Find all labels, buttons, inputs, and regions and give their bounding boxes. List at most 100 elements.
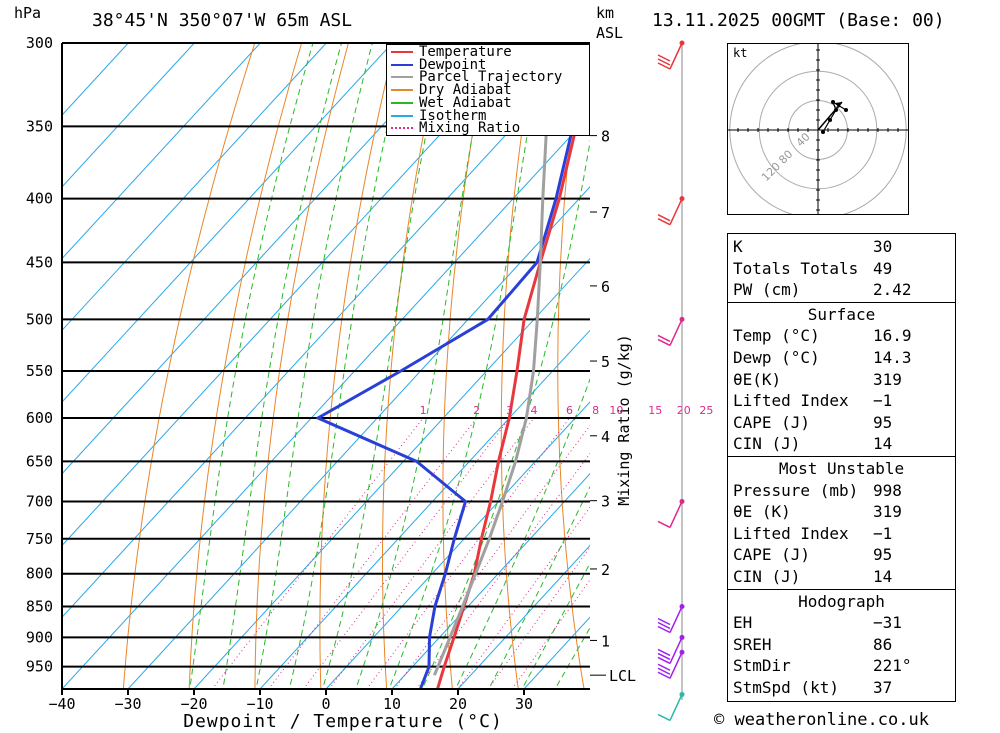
hodograph-ring-label: 80: [776, 148, 795, 167]
index-value: 14: [873, 434, 893, 454]
isotherm-line: [62, 43, 525, 547]
index-row: CAPE (J) 95: [733, 544, 950, 565]
pressure-tick-label: 400: [26, 190, 53, 208]
wet-adiabat: [255, 43, 373, 689]
isotherm-line: [62, 43, 129, 116]
index-value: 2.42: [873, 280, 912, 300]
index-row: Lifted Index −1: [733, 390, 950, 411]
section-divider: [728, 456, 955, 457]
isotherm-line: [62, 43, 327, 332]
wet-adiabat: [288, 43, 407, 689]
pressure-gridlines: [62, 42, 590, 668]
pressure-tick-label: 700: [26, 492, 53, 510]
legend-label: Isotherm: [419, 107, 487, 124]
wind-barb-shaft: [669, 694, 683, 721]
dry-adiabat: [666, 43, 716, 689]
legend-item: Dewpoint: [391, 58, 486, 72]
wet-adiabat: [322, 43, 446, 689]
mixing-ratio-label: 15: [648, 404, 662, 417]
wind-barb: [657, 691, 685, 722]
hodograph-trace: [822, 100, 847, 133]
isotherm-line: [62, 43, 261, 260]
legend-swatch: [391, 76, 413, 79]
dry-adiabat: [500, 43, 536, 689]
dry-adiabat: [319, 43, 396, 689]
isotherm-line: [325, 401, 590, 689]
hodograph-panel: 40 80 120 kt: [727, 41, 909, 219]
legend-item: Dry Adiabat: [391, 83, 512, 97]
wind-barb: [657, 634, 685, 665]
legend-item: Parcel Trajectory: [391, 70, 562, 84]
index-label: Temp (°C): [733, 326, 820, 346]
legend-label: Temperature: [419, 44, 512, 60]
index-label: CAPE (J): [733, 412, 811, 432]
section-title: Most Unstable: [778, 459, 905, 478]
isotherm-line: [62, 43, 393, 403]
pressure-tick-label: 750: [26, 530, 53, 548]
location-title: 38°45'N 350°07'W 65m ASL: [92, 10, 353, 31]
index-value: 14.3: [873, 348, 912, 367]
wind-barb-feather: [657, 217, 671, 226]
hodograph-unit-label: kt: [733, 46, 748, 60]
wind-barb-feather: [657, 713, 671, 722]
profile-parcel-trajectory: [433, 77, 554, 676]
index-value: 86: [873, 634, 893, 654]
wind-barb-shaft: [669, 637, 683, 664]
wind-barb-feather: [657, 663, 671, 671]
index-label: EH: [733, 613, 753, 633]
isotherm-line: [62, 43, 590, 618]
index-value: −31: [873, 613, 902, 633]
isotherm-line: [62, 114, 590, 689]
km-tick-label: 7: [601, 204, 610, 222]
wet-adiabat: [189, 43, 314, 689]
wind-barb-shaft: [669, 606, 683, 633]
wet-adiabat: [421, 139, 590, 689]
index-row: θE(K) 319: [733, 369, 950, 390]
index-row: StmDir 221°: [733, 655, 950, 676]
hpa-unit-label: hPa: [14, 4, 42, 22]
legend-item: Isotherm: [391, 107, 487, 124]
index-value: 221°: [873, 656, 912, 676]
dry-adiabat: [382, 43, 443, 689]
index-row: EH −31: [733, 612, 950, 633]
mixing-ratio-label: 3: [506, 404, 513, 417]
index-label: K: [733, 237, 743, 256]
pressure-tick-label: 650: [26, 452, 53, 470]
index-label: PW (cm): [733, 280, 801, 300]
wind-barb-shaft: [669, 42, 683, 70]
hodograph-point: [821, 130, 825, 134]
index-label: StmSpd (kt): [733, 678, 839, 697]
mixing-ratio-axis-title: Mixing Ratio (g/kg): [615, 334, 633, 506]
legend-swatch: [391, 101, 413, 104]
chart-legend: Temperature Dewpoint Parcel Trajectory Dry …: [386, 44, 590, 136]
index-value: 319: [873, 502, 902, 522]
dry-adiabat: [442, 43, 490, 689]
wind-barb-feather: [657, 671, 671, 679]
mixing-ratio-label: 20: [677, 404, 691, 417]
legend-item: Mixing Ratio: [391, 121, 520, 135]
index-row: CAPE (J) 95: [733, 412, 950, 433]
legend-item: Temperature: [391, 44, 512, 60]
index-label: Lifted Index: [733, 523, 849, 543]
index-row: PW (cm) 2.42: [733, 279, 950, 300]
index-row: Pressure (mb) 998: [733, 480, 950, 501]
wind-barb-feather: [657, 520, 671, 529]
index-value: 998: [873, 480, 902, 500]
pressure-tick-label: 500: [26, 310, 53, 328]
index-value: 95: [873, 545, 893, 565]
pressure-tick-label: 450: [26, 253, 53, 271]
mixing-ratio-label: 6: [566, 404, 573, 417]
section-divider: [728, 588, 955, 590]
wind-barb: [657, 40, 685, 70]
indices-table: K 30 Totals Totals 49 PW (cm) 2.42 Surface Temp…: [727, 233, 956, 702]
index-value: 16.9: [873, 326, 912, 346]
dry-adiabat: [122, 43, 256, 689]
wind-barb-feather: [657, 648, 671, 657]
index-value: −1: [873, 523, 893, 543]
pressure-tick-label: 350: [26, 117, 53, 135]
index-row: SREH 86: [733, 634, 950, 655]
isotherm-line: [193, 257, 590, 689]
wind-barb-feather: [657, 652, 671, 661]
